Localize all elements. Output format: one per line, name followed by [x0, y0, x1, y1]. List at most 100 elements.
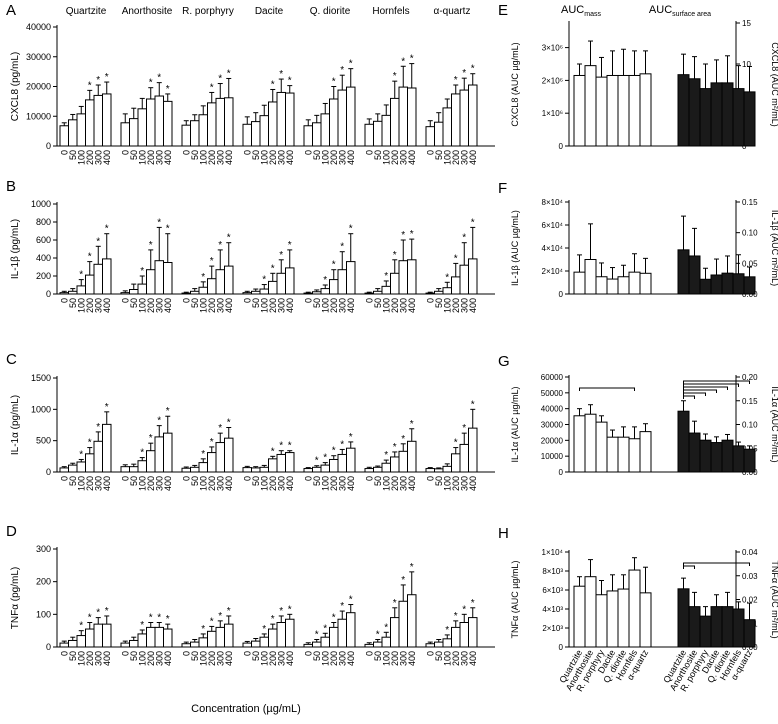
bar — [459, 443, 469, 473]
significance-star: * — [262, 275, 266, 286]
mass-bar — [573, 74, 586, 147]
significance-star: * — [340, 601, 344, 612]
bar — [68, 639, 78, 648]
x-tick-label: 300 — [459, 651, 469, 666]
bar — [224, 97, 234, 147]
y-tick-label-left: 2×10⁴ — [542, 267, 564, 276]
mass-bar — [617, 588, 630, 648]
significance-star: * — [157, 73, 161, 84]
significance-star: * — [271, 79, 275, 90]
bar — [373, 120, 383, 147]
significance-star: * — [393, 71, 397, 82]
bar — [398, 600, 408, 648]
x-tick-label: 400 — [407, 150, 417, 165]
surface-bar — [721, 606, 734, 648]
x-tick-label: 100 — [442, 476, 452, 491]
x-tick-label: 0 — [59, 476, 69, 481]
x-tick-label: 50 — [190, 298, 200, 308]
x-tick-label: 100 — [381, 298, 391, 313]
significance-star: * — [88, 80, 92, 91]
bar — [224, 265, 234, 295]
bar — [251, 467, 261, 473]
x-tick-label: 100 — [259, 651, 269, 666]
y-tick-label-left: 3×10⁶ — [542, 44, 563, 53]
group-title: α-quartz — [434, 6, 471, 17]
x-tick-label: 0 — [364, 150, 374, 155]
significance-star: * — [384, 450, 388, 461]
mass-bar — [628, 438, 641, 473]
significance-star: * — [88, 613, 92, 624]
mass-bar — [628, 271, 641, 295]
bar — [364, 468, 374, 473]
bar — [276, 91, 286, 147]
significance-star: * — [140, 620, 144, 631]
y-tick-label-right: 15 — [742, 19, 751, 28]
x-tick-label: 300 — [337, 298, 347, 313]
x-tick-label: 300 — [398, 298, 408, 313]
y-tick-label: 1500 — [31, 373, 51, 383]
surface-bar — [677, 410, 690, 473]
surface-bar — [688, 78, 701, 147]
x-tick-label: 50 — [373, 150, 383, 160]
x-tick-label: 300 — [398, 651, 408, 666]
bar — [137, 460, 147, 473]
bar — [120, 642, 130, 648]
bar — [102, 423, 112, 473]
x-tick-label: 200 — [268, 476, 278, 491]
significance-star: * — [227, 606, 231, 617]
surface-bar — [732, 608, 745, 648]
significance-star: * — [288, 441, 292, 452]
bar — [329, 458, 339, 473]
bar — [120, 466, 130, 473]
y-axis-label-left: IL-1α (AUC µg/mL) — [510, 387, 520, 463]
significance-star: * — [323, 275, 327, 286]
x-tick-label: 100 — [198, 651, 208, 666]
significance-star: * — [201, 449, 205, 460]
x-tick-label: 400 — [285, 150, 295, 165]
bar — [242, 292, 252, 295]
significance-star: * — [227, 233, 231, 244]
surface-bar — [710, 82, 723, 147]
x-tick-label: 100 — [76, 150, 86, 165]
bar — [312, 291, 322, 295]
bar — [154, 436, 164, 473]
x-tick-label: 400 — [163, 150, 173, 165]
x-tick-label: 200 — [390, 651, 400, 666]
significance-star: * — [315, 629, 319, 640]
bar — [329, 626, 339, 648]
x-tick-label: 400 — [346, 298, 356, 313]
mass-bar — [595, 594, 608, 648]
significance-star: * — [471, 598, 475, 609]
x-tick-label: 50 — [312, 150, 322, 160]
x-tick-label: 100 — [320, 651, 330, 666]
bar — [163, 100, 173, 147]
significance-bracket — [683, 395, 695, 399]
y-axis-label: CXCL8 (pg/mL) — [10, 52, 21, 121]
surface-bar — [721, 82, 734, 147]
significance-star: * — [140, 448, 144, 459]
significance-star: * — [218, 74, 222, 85]
surface-bar — [732, 88, 745, 147]
significance-star: * — [166, 84, 170, 95]
y-tick-label-left: 6×10⁴ — [542, 221, 564, 230]
x-tick-label: 50 — [251, 298, 261, 308]
surface-bar — [699, 278, 712, 295]
y-tick-label-right: 0.00 — [742, 290, 758, 299]
significance-star: * — [332, 613, 336, 624]
x-tick-label: 400 — [285, 476, 295, 491]
x-tick-label: 300 — [154, 298, 164, 313]
x-tick-label: 200 — [146, 651, 156, 666]
bar — [285, 92, 295, 147]
surface-bar — [721, 439, 734, 473]
significance-star: * — [218, 423, 222, 434]
x-tick-label: 50 — [129, 651, 139, 661]
group-title: Q. diorite — [310, 6, 351, 17]
x-tick-label: 200 — [146, 150, 156, 165]
x-tick-label: 0 — [242, 298, 252, 303]
x-tick-label: 300 — [215, 651, 225, 666]
x-tick-label: 0 — [120, 476, 130, 481]
bar — [259, 115, 269, 147]
bar — [190, 641, 200, 648]
x-tick-label: 400 — [468, 476, 478, 491]
y-tick-label-left: 1×10⁶ — [542, 109, 563, 118]
